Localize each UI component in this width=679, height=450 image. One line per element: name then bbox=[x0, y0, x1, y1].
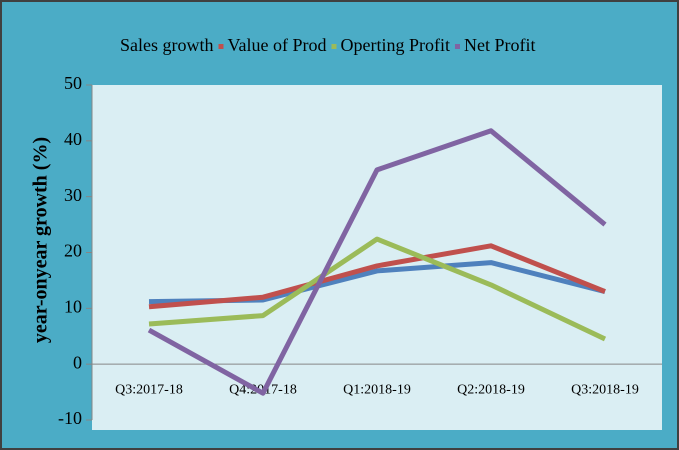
y-tick-label: 40 bbox=[64, 129, 82, 149]
legend: Sales growth Value of Prod Operting Profit… bbox=[120, 35, 535, 55]
legend-label: Value of Prod bbox=[228, 35, 327, 55]
y-tick-label: 30 bbox=[64, 185, 82, 205]
series-line bbox=[148, 243, 606, 310]
plot-area bbox=[92, 85, 662, 430]
legend-marker bbox=[454, 44, 460, 49]
legend-marker bbox=[218, 44, 224, 49]
legend-label: Net Profit bbox=[464, 35, 536, 55]
x-tick-label: Q2:2018-19 bbox=[457, 382, 525, 397]
series-line bbox=[148, 236, 607, 342]
legend-marker bbox=[331, 44, 337, 49]
legend-label: Operting Profit bbox=[340, 35, 450, 55]
y-axis-title: year-onyear growth (%) bbox=[30, 137, 52, 343]
legend-label: Sales growth bbox=[120, 35, 214, 55]
x-tick-label: Q1:2018-19 bbox=[343, 382, 411, 397]
x-tick-label: Q3:2017-18 bbox=[115, 382, 183, 397]
y-tick-label: 50 bbox=[64, 73, 82, 93]
y-tick-label: 10 bbox=[64, 296, 82, 316]
y-tick-label: 0 bbox=[73, 352, 82, 372]
x-tick-label: Q3:2018-19 bbox=[571, 382, 639, 397]
y-tick-label: -10 bbox=[58, 408, 82, 428]
y-tick-label: 20 bbox=[64, 241, 82, 261]
series-line bbox=[147, 128, 607, 396]
